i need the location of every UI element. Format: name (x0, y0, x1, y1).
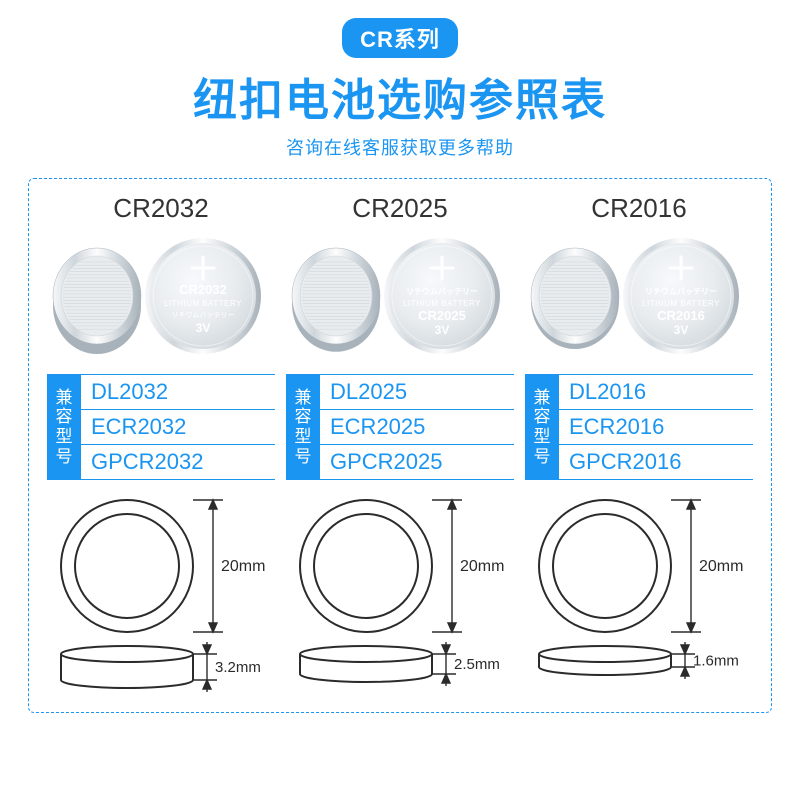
battery-column: CR2016 (525, 193, 753, 694)
page-subtitle: 咨询在线客服获取更多帮助 (286, 134, 514, 160)
svg-text:3V: 3V (674, 323, 689, 337)
battery-illustration: リチウムバッテリー LITHIUM BATTERY CR2016 3V (529, 230, 749, 360)
page-title: 纽扣电池选购参照表 (193, 64, 607, 128)
compat-item: DL2025 (320, 375, 514, 410)
dimension-diagram: 20mm 2.5mm (286, 494, 514, 694)
dimension-diagram: 20mm 1.6mm (525, 494, 753, 694)
dimension-diagram: 20mm 3.2mm (47, 494, 275, 694)
compat-item: ECR2025 (320, 410, 514, 445)
svg-text:CR2032: CR2032 (179, 282, 227, 297)
compat-label: 兼容型号 (47, 374, 81, 480)
compat-list: DL2032ECR2032GPCR2032 (81, 374, 275, 480)
battery-column: CR2025 (286, 193, 514, 694)
compat-table: 兼容型号 DL2016ECR2016GPCR2016 (525, 374, 753, 480)
svg-text:LITHIUM BATTERY: LITHIUM BATTERY (642, 299, 720, 308)
svg-text:1.6mm: 1.6mm (693, 653, 739, 670)
compat-item: ECR2032 (81, 410, 275, 445)
svg-text:CR2025: CR2025 (418, 308, 466, 323)
svg-text:LITHIUM BATTERY: LITHIUM BATTERY (403, 299, 481, 308)
svg-text:20mm: 20mm (221, 558, 265, 575)
model-name: CR2016 (591, 193, 686, 224)
battery-illustration: リチウムバッテリー LITHIUM BATTERY CR2025 3V (290, 230, 510, 360)
reference-panel: CR2032 (28, 178, 772, 713)
battery-column: CR2032 (47, 193, 275, 694)
svg-text:2.5mm: 2.5mm (454, 656, 500, 673)
compat-label: 兼容型号 (525, 374, 559, 480)
compat-item: DL2032 (81, 375, 275, 410)
compat-list: DL2016ECR2016GPCR2016 (559, 374, 753, 480)
compat-item: GPCR2032 (81, 445, 275, 480)
compat-label: 兼容型号 (286, 374, 320, 480)
svg-text:リチウムバッテリー: リチウムバッテリー (172, 311, 235, 319)
svg-text:LITHIUM BATTERY: LITHIUM BATTERY (164, 299, 242, 308)
compat-list: DL2025ECR2025GPCR2025 (320, 374, 514, 480)
compat-item: GPCR2016 (559, 445, 753, 480)
compat-table: 兼容型号 DL2032ECR2032GPCR2032 (47, 374, 275, 480)
svg-text:リチウムバッテリー: リチウムバッテリー (645, 287, 717, 296)
svg-text:3V: 3V (196, 321, 211, 335)
svg-text:3V: 3V (435, 323, 450, 337)
model-name: CR2032 (113, 193, 208, 224)
compat-item: ECR2016 (559, 410, 753, 445)
svg-text:20mm: 20mm (460, 558, 504, 575)
svg-text:20mm: 20mm (699, 558, 743, 575)
compat-table: 兼容型号 DL2025ECR2025GPCR2025 (286, 374, 514, 480)
series-badge: CR系列 (342, 18, 458, 58)
svg-text:3.2mm: 3.2mm (215, 659, 261, 676)
battery-illustration: CR2032 LITHIUM BATTERY リチウムバッテリー 3V (51, 230, 271, 360)
svg-text:リチウムバッテリー: リチウムバッテリー (406, 287, 478, 296)
compat-item: GPCR2025 (320, 445, 514, 480)
svg-text:CR2016: CR2016 (657, 308, 705, 323)
model-name: CR2025 (352, 193, 447, 224)
compat-item: DL2016 (559, 375, 753, 410)
